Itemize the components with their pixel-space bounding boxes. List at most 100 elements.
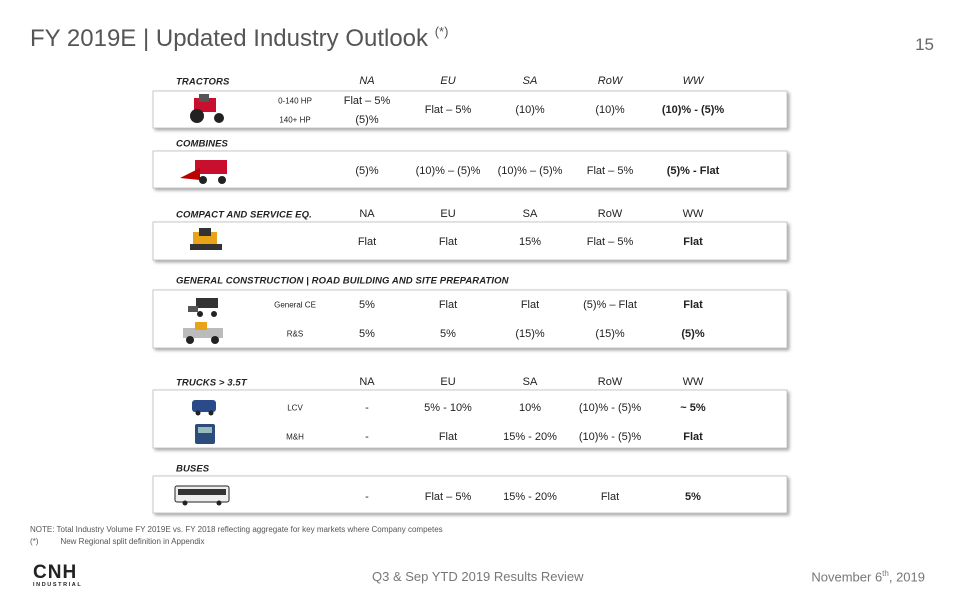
row-label: LCV bbox=[287, 403, 303, 413]
compact-icon bbox=[190, 228, 222, 250]
section-label: GENERAL CONSTRUCTION | ROAD BUILDING AND… bbox=[176, 275, 509, 287]
column-header: RoW bbox=[597, 376, 623, 388]
cell: Flat – 5% bbox=[586, 165, 634, 177]
cell: 5% bbox=[359, 299, 375, 311]
row-box bbox=[152, 289, 788, 349]
column-header: NA bbox=[359, 75, 375, 87]
cell: Flat – 5% bbox=[343, 94, 391, 107]
construction-icon bbox=[188, 298, 218, 317]
footnote-text: New Regional split definition in Appendi… bbox=[60, 537, 205, 546]
cell: (10)% - (5)% bbox=[578, 431, 642, 443]
column-header: WW bbox=[682, 208, 704, 220]
logo-text: CNH bbox=[33, 562, 78, 583]
cell: 15% - 20% bbox=[503, 431, 557, 443]
row-label: M&H bbox=[286, 432, 304, 442]
cell: 15% - 20% bbox=[503, 491, 557, 503]
cell: (5)% bbox=[355, 165, 379, 177]
column-header: EU bbox=[440, 376, 456, 388]
cell: Flat bbox=[600, 491, 620, 503]
row-box bbox=[152, 90, 788, 129]
cell: Flat bbox=[438, 431, 458, 443]
row-label: 140+ HP bbox=[279, 115, 311, 124]
cell: Flat – 5% bbox=[424, 491, 472, 503]
cell: - bbox=[365, 431, 369, 443]
boxes bbox=[152, 90, 788, 514]
cell: Flat – 5% bbox=[424, 104, 472, 116]
truck-icon bbox=[195, 424, 215, 444]
note: NOTE: Total Industry Volume FY 2019E vs.… bbox=[30, 525, 443, 534]
column-header: EU bbox=[440, 208, 456, 220]
cell: (10)% – (5)% bbox=[415, 165, 481, 177]
cell: (10)% - (5)% bbox=[661, 104, 725, 116]
column-header: WW bbox=[682, 376, 704, 388]
row-box bbox=[152, 221, 788, 261]
column-header: SA bbox=[522, 376, 538, 388]
cell: - bbox=[365, 402, 369, 414]
cell: Flat bbox=[438, 236, 458, 248]
cell: 10% bbox=[518, 402, 542, 414]
column-header: RoW bbox=[597, 208, 623, 220]
date-end: , 2019 bbox=[888, 569, 925, 585]
title-note: (*) bbox=[434, 24, 449, 39]
cell: - bbox=[365, 491, 369, 503]
footnote: (*) New Regional split definition in Appe… bbox=[30, 537, 205, 546]
section-label: COMBINES bbox=[176, 138, 228, 150]
row-label: 0-140 HP bbox=[278, 96, 312, 105]
column-header: NA bbox=[359, 376, 375, 388]
section-label: COMPACT AND SERVICE EQ. bbox=[176, 209, 312, 221]
section-label: TRUCKS > 3.5T bbox=[176, 377, 247, 389]
cell: ~ 5% bbox=[680, 402, 706, 414]
row-box bbox=[152, 475, 788, 514]
date-main: November 6 bbox=[811, 569, 883, 585]
cell: 15% bbox=[518, 236, 542, 248]
cell: Flat bbox=[683, 431, 703, 443]
cell: (5)% bbox=[355, 113, 379, 126]
cell: (10)% bbox=[515, 104, 545, 116]
logo-sub: INDUSTRIAL bbox=[33, 582, 83, 588]
column-header: EU bbox=[440, 75, 456, 87]
bus-icon bbox=[174, 485, 230, 506]
title: FY 2019E | Updated Industry Outlook (*) bbox=[30, 24, 448, 53]
date-sup: th bbox=[882, 569, 889, 578]
section-label: BUSES bbox=[176, 463, 210, 475]
column-header: NA bbox=[359, 208, 375, 220]
row-label: General CE bbox=[274, 300, 316, 310]
cell: Flat bbox=[683, 299, 703, 311]
cell: Flat bbox=[520, 299, 540, 311]
row-label: R&S bbox=[286, 329, 304, 339]
cell: Flat bbox=[683, 236, 703, 248]
cell: Flat bbox=[438, 299, 458, 311]
cell: (15)% bbox=[595, 328, 625, 340]
section-label: TRACTORS bbox=[176, 76, 230, 88]
cell: (5)% – Flat bbox=[583, 299, 637, 311]
cell: Flat bbox=[357, 236, 377, 248]
combine-icon bbox=[180, 160, 227, 184]
cell: 5% bbox=[440, 328, 456, 340]
column-header: WW bbox=[682, 75, 704, 87]
cell: (10)% – (5)% bbox=[497, 165, 563, 177]
cell: (10)% bbox=[595, 104, 625, 116]
cell: (15)% bbox=[515, 328, 545, 340]
column-header: SA bbox=[522, 75, 538, 87]
footer-date: November 6th, 2019 bbox=[811, 569, 925, 584]
cell: 5% bbox=[359, 328, 375, 340]
tractor-icon bbox=[190, 94, 224, 123]
row-box bbox=[152, 150, 788, 189]
road-icon bbox=[183, 322, 223, 344]
row-box bbox=[152, 389, 788, 449]
cell: 5% bbox=[685, 491, 701, 503]
page-number: 15 bbox=[915, 35, 934, 54]
lcv-icon bbox=[192, 400, 216, 416]
cell: 5% - 10% bbox=[424, 402, 472, 414]
cell: (5)% bbox=[681, 328, 705, 340]
logo: CNH INDUSTRIAL bbox=[33, 562, 83, 588]
title-text: FY 2019E | Updated Industry Outlook bbox=[30, 25, 429, 52]
footnote-mark: (*) bbox=[30, 537, 39, 546]
cell: (5)% - Flat bbox=[666, 165, 720, 177]
column-header: SA bbox=[522, 208, 538, 220]
cell: (10)% - (5)% bbox=[578, 402, 642, 414]
column-header: RoW bbox=[597, 75, 623, 87]
cell: Flat – 5% bbox=[586, 236, 634, 248]
